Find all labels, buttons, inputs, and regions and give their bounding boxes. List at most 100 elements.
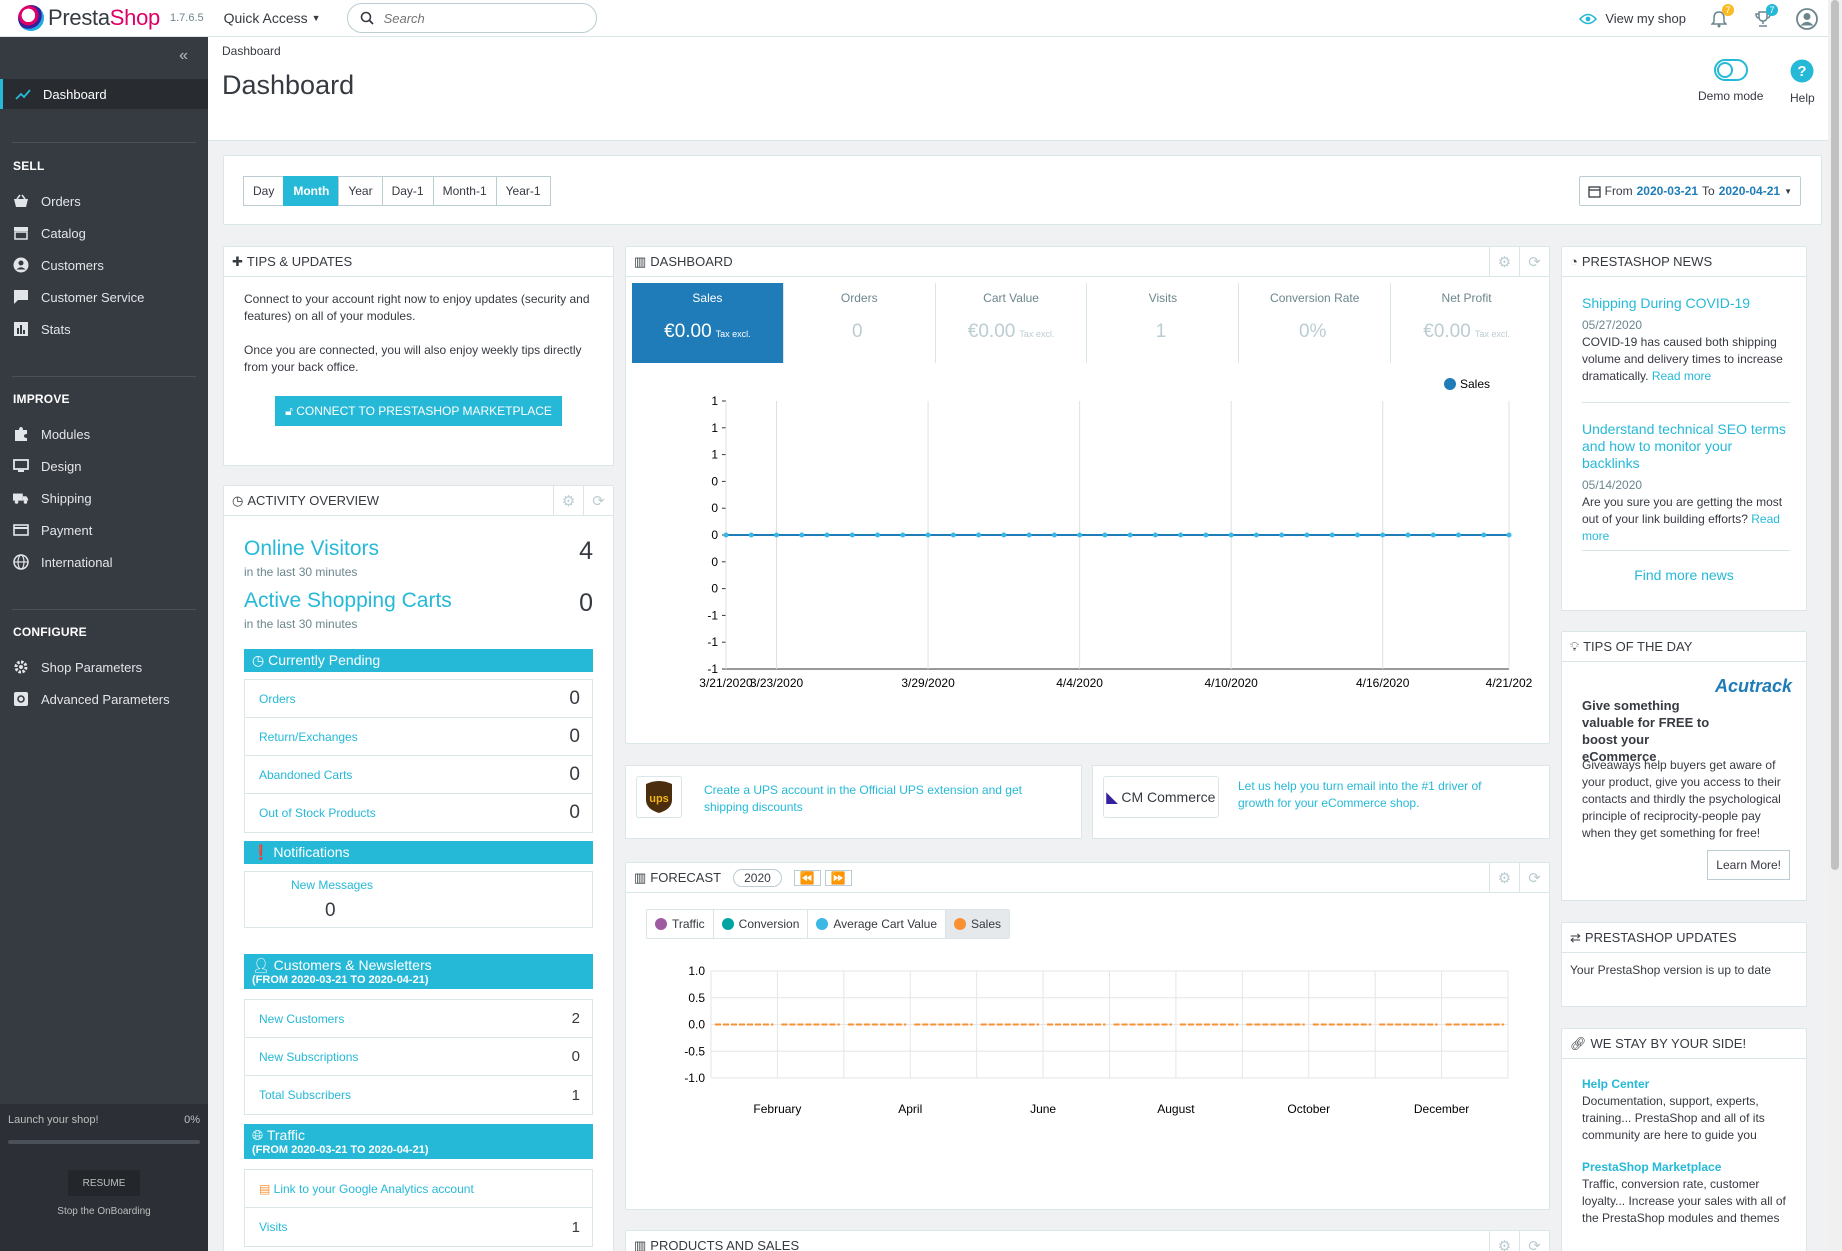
connect-marketplace-button[interactable]: 🔓︎ CONNECT TO PRESTASHOP MARKETPLACE bbox=[275, 396, 562, 426]
configure-gear-icon[interactable]: ⚙ bbox=[553, 486, 583, 516]
period-day-button[interactable]: Day bbox=[243, 176, 285, 206]
sales-data-point bbox=[1228, 532, 1234, 538]
acutrack-logo: Acutrack bbox=[1714, 676, 1792, 696]
collapse-sidebar-icon[interactable]: « bbox=[179, 47, 188, 64]
date-range-picker[interactable]: From 2020-03-21 To 2020-04-21 ▼ bbox=[1578, 176, 1801, 206]
pending-value: 0 bbox=[569, 763, 580, 785]
customers-row[interactable]: Total Subscribers 1 bbox=[245, 1076, 592, 1114]
demo-mode-toggle[interactable]: Demo mode bbox=[1698, 59, 1763, 103]
previous-year-button[interactable]: ⏪ bbox=[793, 869, 821, 886]
scrollbar-thumb[interactable] bbox=[1831, 0, 1839, 870]
refresh-icon[interactable]: ⟳ bbox=[1519, 247, 1549, 277]
read-more-link[interactable]: Read more bbox=[1651, 369, 1712, 383]
cm-commerce-promo-link[interactable]: Let us help you turn email into the #1 d… bbox=[1238, 779, 1482, 810]
orders-notification-button[interactable]: 7 bbox=[1708, 3, 1734, 30]
period-year-button[interactable]: Year bbox=[338, 176, 383, 206]
onboarding-label: Launch your shop! bbox=[8, 1114, 99, 1126]
stay-by-your-side-title: WE STAY BY YOUR SIDE! bbox=[1590, 1036, 1747, 1051]
configure-gear-icon[interactable]: ⚙ bbox=[1489, 1231, 1519, 1251]
kpi-tab-sales[interactable]: Sales €0.00 Tax excl. bbox=[632, 283, 784, 363]
active-carts-label[interactable]: Active Shopping Carts bbox=[244, 589, 452, 612]
pending-row-returns[interactable]: Return/Exchanges 0 bbox=[245, 718, 592, 756]
kpi-suffix: Tax excl. bbox=[1474, 329, 1510, 339]
breadcrumb[interactable]: Dashboard bbox=[222, 44, 281, 58]
sidebar-item-customer-service[interactable]: Customer Service bbox=[13, 287, 144, 307]
account-button[interactable] bbox=[1796, 7, 1818, 30]
customers-notification-button[interactable]: 7 bbox=[1752, 3, 1778, 30]
pending-row-orders[interactable]: Orders 0 bbox=[245, 680, 592, 718]
pending-row-abandoned-carts[interactable]: Abandoned Carts 0 bbox=[245, 756, 592, 794]
kpi-tab-conversion-rate[interactable]: Conversion Rate 0% bbox=[1239, 283, 1392, 363]
kpi-tab-net-profit[interactable]: Net Profit €0.00 Tax excl. bbox=[1391, 283, 1542, 363]
traffic-ga-row[interactable]: ▤ Link to your Google Analytics account bbox=[245, 1170, 592, 1208]
configure-gear-icon[interactable]: ⚙ bbox=[1489, 247, 1519, 277]
help-button[interactable]: ? Help bbox=[1790, 59, 1815, 105]
active-carts-value: 0 bbox=[579, 589, 593, 617]
traffic-visits-row[interactable]: Visits 1 bbox=[245, 1208, 592, 1246]
configure-gear-icon[interactable]: ⚙ bbox=[1489, 863, 1519, 893]
kpi-tab-orders[interactable]: Orders 0 bbox=[784, 283, 936, 363]
prestashop-logo[interactable]: PrestaShop 1.7.6.5 bbox=[18, 5, 204, 31]
sidebar-item-shipping[interactable]: Shipping bbox=[13, 488, 92, 508]
news-item-title[interactable]: Understand technical SEO terms and how t… bbox=[1582, 421, 1786, 471]
news-item-desc: COVID-19 has caused both shipping volume… bbox=[1582, 335, 1783, 383]
learn-more-button[interactable]: Learn More! bbox=[1707, 850, 1790, 880]
customers-row[interactable]: New Customers 2 bbox=[245, 1000, 592, 1038]
y-tick-label: 1 bbox=[711, 448, 718, 462]
sidebar-item-dashboard[interactable]: Dashboard bbox=[0, 79, 208, 109]
view-shop-link[interactable]: View my shop bbox=[1579, 11, 1686, 26]
legend-conversion[interactable]: Conversion bbox=[714, 910, 809, 938]
resume-button[interactable]: RESUME bbox=[68, 1170, 140, 1196]
read-more-link[interactable]: Read more bbox=[1582, 512, 1780, 543]
ups-promo-link[interactable]: Create a UPS account in the Official UPS… bbox=[704, 783, 1022, 814]
customers-row[interactable]: New Subscriptions 0 bbox=[245, 1038, 592, 1076]
search-box[interactable] bbox=[346, 3, 597, 33]
period-day-1-button[interactable]: Day-1 bbox=[381, 176, 434, 206]
next-year-button[interactable]: ⏩ bbox=[824, 869, 852, 886]
sidebar-item-stats[interactable]: Stats bbox=[13, 319, 71, 339]
legend-traffic[interactable]: Traffic bbox=[647, 910, 714, 938]
pending-row-out-of-stock[interactable]: Out of Stock Products 0 bbox=[245, 794, 592, 832]
find-more-news-link[interactable]: Find more news bbox=[1634, 567, 1734, 583]
sidebar-item-advanced-parameters[interactable]: Advanced Parameters bbox=[13, 689, 170, 709]
marketplace-link[interactable]: PrestaShop Marketplace bbox=[1582, 1160, 1722, 1174]
google-analytics-link[interactable]: ▤ Link to your Google Analytics account bbox=[259, 1182, 474, 1196]
sidebar-item-payment[interactable]: Payment bbox=[13, 520, 92, 540]
help-center-link[interactable]: Help Center bbox=[1582, 1077, 1650, 1091]
pending-value: 0 bbox=[569, 687, 580, 709]
period-year-1-button[interactable]: Year-1 bbox=[495, 176, 551, 206]
online-visitors-label[interactable]: Online Visitors bbox=[244, 537, 380, 560]
period-month-button[interactable]: Month bbox=[283, 176, 340, 206]
legend-sales[interactable]: Sales bbox=[946, 910, 1010, 938]
sidebar-item-modules[interactable]: Modules bbox=[13, 424, 90, 444]
refresh-icon[interactable]: ⟳ bbox=[1519, 1231, 1549, 1251]
stop-onboarding-link[interactable]: Stop the OnBoarding bbox=[57, 1206, 151, 1217]
refresh-icon[interactable]: ⟳ bbox=[1519, 863, 1549, 893]
clock-icon: ◷ bbox=[252, 652, 269, 668]
kpi-tab-visits[interactable]: Visits 1 bbox=[1087, 283, 1240, 363]
news-item-title[interactable]: Shipping During COVID-19 bbox=[1582, 295, 1751, 311]
new-messages-link[interactable]: New Messages bbox=[291, 878, 374, 892]
kpi-tab-cart-value[interactable]: Cart Value €0.00 Tax excl. bbox=[936, 283, 1088, 363]
sidebar-item-design[interactable]: Design bbox=[13, 456, 81, 476]
period-month-1-button[interactable]: Month-1 bbox=[432, 176, 497, 206]
page-scrollbar[interactable] bbox=[1828, 0, 1842, 1251]
x-tick-label: 4/21/202 bbox=[1486, 676, 1533, 690]
legend-average-cart-value[interactable]: Average Cart Value bbox=[808, 910, 946, 938]
refresh-icon[interactable]: ⟳ bbox=[583, 486, 613, 516]
sales-data-point bbox=[799, 532, 805, 538]
sidebar-item-orders[interactable]: Orders bbox=[13, 191, 81, 211]
sidebar-item-label: Catalog bbox=[41, 225, 86, 241]
visits-value: 1 bbox=[571, 1218, 580, 1236]
sidebar-item-catalog[interactable]: Catalog bbox=[13, 223, 86, 243]
search-input[interactable] bbox=[383, 10, 574, 26]
sidebar-item-shop-parameters[interactable]: Shop Parameters bbox=[13, 657, 142, 677]
x-tick-label: 3/21/2020 bbox=[699, 676, 753, 690]
online-visitors-sub: in the last 30 minutes bbox=[244, 565, 358, 579]
cm-commerce-promo: ◣ CM Commerce Let us help you turn email … bbox=[1092, 765, 1550, 839]
sidebar-item-customers[interactable]: Customers bbox=[13, 255, 104, 275]
quick-access-dropdown[interactable]: Quick Access ▼ bbox=[224, 10, 321, 26]
sidebar-item-international[interactable]: International bbox=[13, 552, 113, 572]
globe-icon: 🌐︎ bbox=[252, 1127, 267, 1143]
x-tick-label: 3/29/2020 bbox=[901, 676, 955, 690]
